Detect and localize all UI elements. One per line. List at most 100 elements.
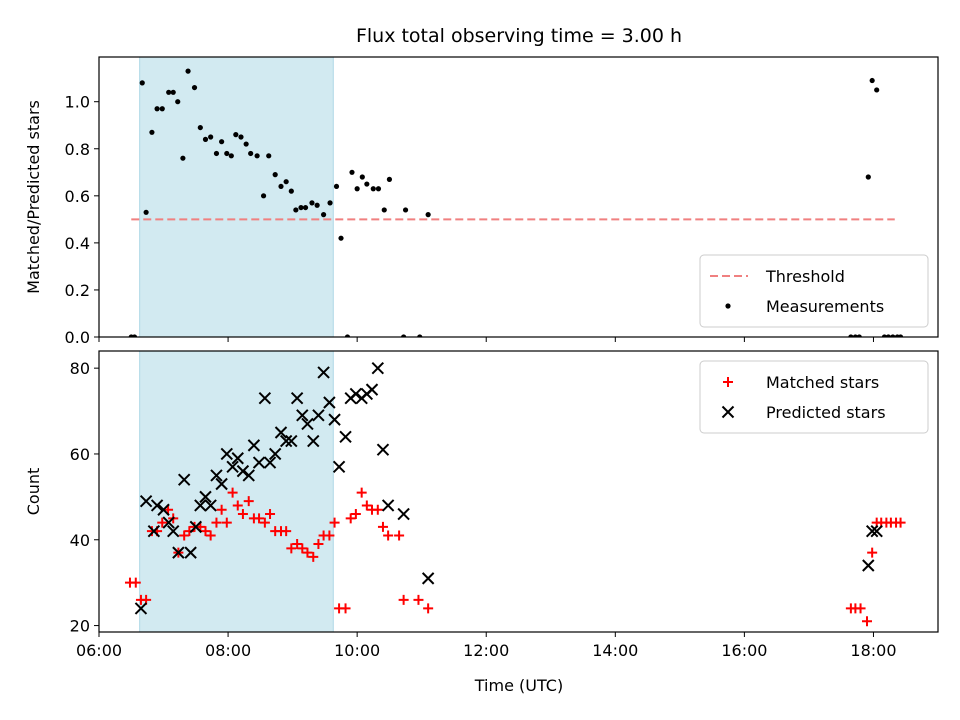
data-point [421,572,435,585]
data-point [205,530,216,541]
data-point [243,141,249,147]
data-point [852,334,858,337]
data-point [314,202,320,208]
data-point [274,426,288,439]
data-point [372,504,383,515]
data-point [397,507,410,521]
data-point [855,603,866,614]
data-point [211,517,222,528]
data-point [237,509,248,520]
legend-box [699,254,929,328]
data-point [247,439,261,452]
data-point [320,212,327,218]
data-point [242,469,255,482]
data-point [895,517,906,528]
data-point [381,499,395,512]
data-point [867,547,878,558]
legend-box [699,360,929,434]
data-point [375,186,382,192]
data-point [162,516,175,529]
legend-label: Measurements [766,297,884,316]
data-point [224,150,230,157]
data-point [278,183,284,190]
data-point [339,430,352,444]
data-point [370,186,376,192]
data-point [865,524,879,538]
data-point [383,530,394,541]
data-point [292,539,303,550]
legend-marker [721,405,735,419]
data-point [856,334,862,337]
data-point [317,366,330,379]
data-point [184,546,197,559]
data-point [308,551,319,562]
data-point [231,452,244,465]
data-point [345,513,356,524]
data-point [328,413,341,426]
data-point [290,391,304,405]
data-point [386,176,393,182]
data-points [128,68,904,337]
data-point [248,150,254,157]
data-point [213,150,220,157]
chart-title: Flux total observing time = 3.00 h [356,25,682,47]
data-point [302,547,313,558]
data-point [238,134,244,140]
data-point [199,490,212,504]
data-point [293,207,299,213]
data-point [365,383,379,396]
legend-marker [725,303,731,309]
data-point [134,602,148,615]
x-tick-label: 12:00 [463,641,509,660]
data-point [179,530,190,541]
data-point [204,499,217,512]
legend-label: Matched stars [766,373,879,392]
data-point [286,543,297,554]
data-point [307,434,320,448]
data-point [361,500,372,511]
data-point [228,153,234,159]
data-point [221,517,232,528]
data-point [356,487,367,498]
data-point [359,174,365,180]
data-point [413,594,424,605]
data-point [170,89,176,95]
data-point [263,456,277,469]
y-tick-label: 60 [70,445,90,464]
data-point [283,179,289,185]
data-point [323,396,336,409]
data-point [150,499,164,512]
data-point [281,526,292,537]
data-point [202,136,209,142]
data-point [401,334,407,337]
data-point [423,603,434,614]
shaded-interval [139,56,334,338]
data-point [398,594,409,605]
data-point [402,207,409,213]
y-tick-label: 0.6 [65,187,90,206]
data-point [309,200,315,206]
data-point [172,546,185,559]
legend: Matched stars Predicted stars [699,360,929,434]
y-tick-label: 0.0 [65,328,90,347]
data-point [377,521,388,532]
data-point [298,204,304,211]
data-point [890,334,896,337]
data-point [376,443,390,456]
data-point [288,188,294,194]
data-point [897,334,904,337]
data-point [220,447,233,461]
data-point [279,434,293,448]
data-points [124,361,906,627]
x-tick-label: 08:00 [205,641,251,660]
x-axis-label: Time (UTC) [474,676,563,695]
data-point [301,417,314,431]
data-point [349,169,355,175]
data-point [233,132,239,138]
data-point [166,89,172,95]
data-point [327,200,333,206]
data-point [143,209,149,215]
legend: Threshold Measurements [699,254,929,328]
shaded-interval [139,350,334,633]
